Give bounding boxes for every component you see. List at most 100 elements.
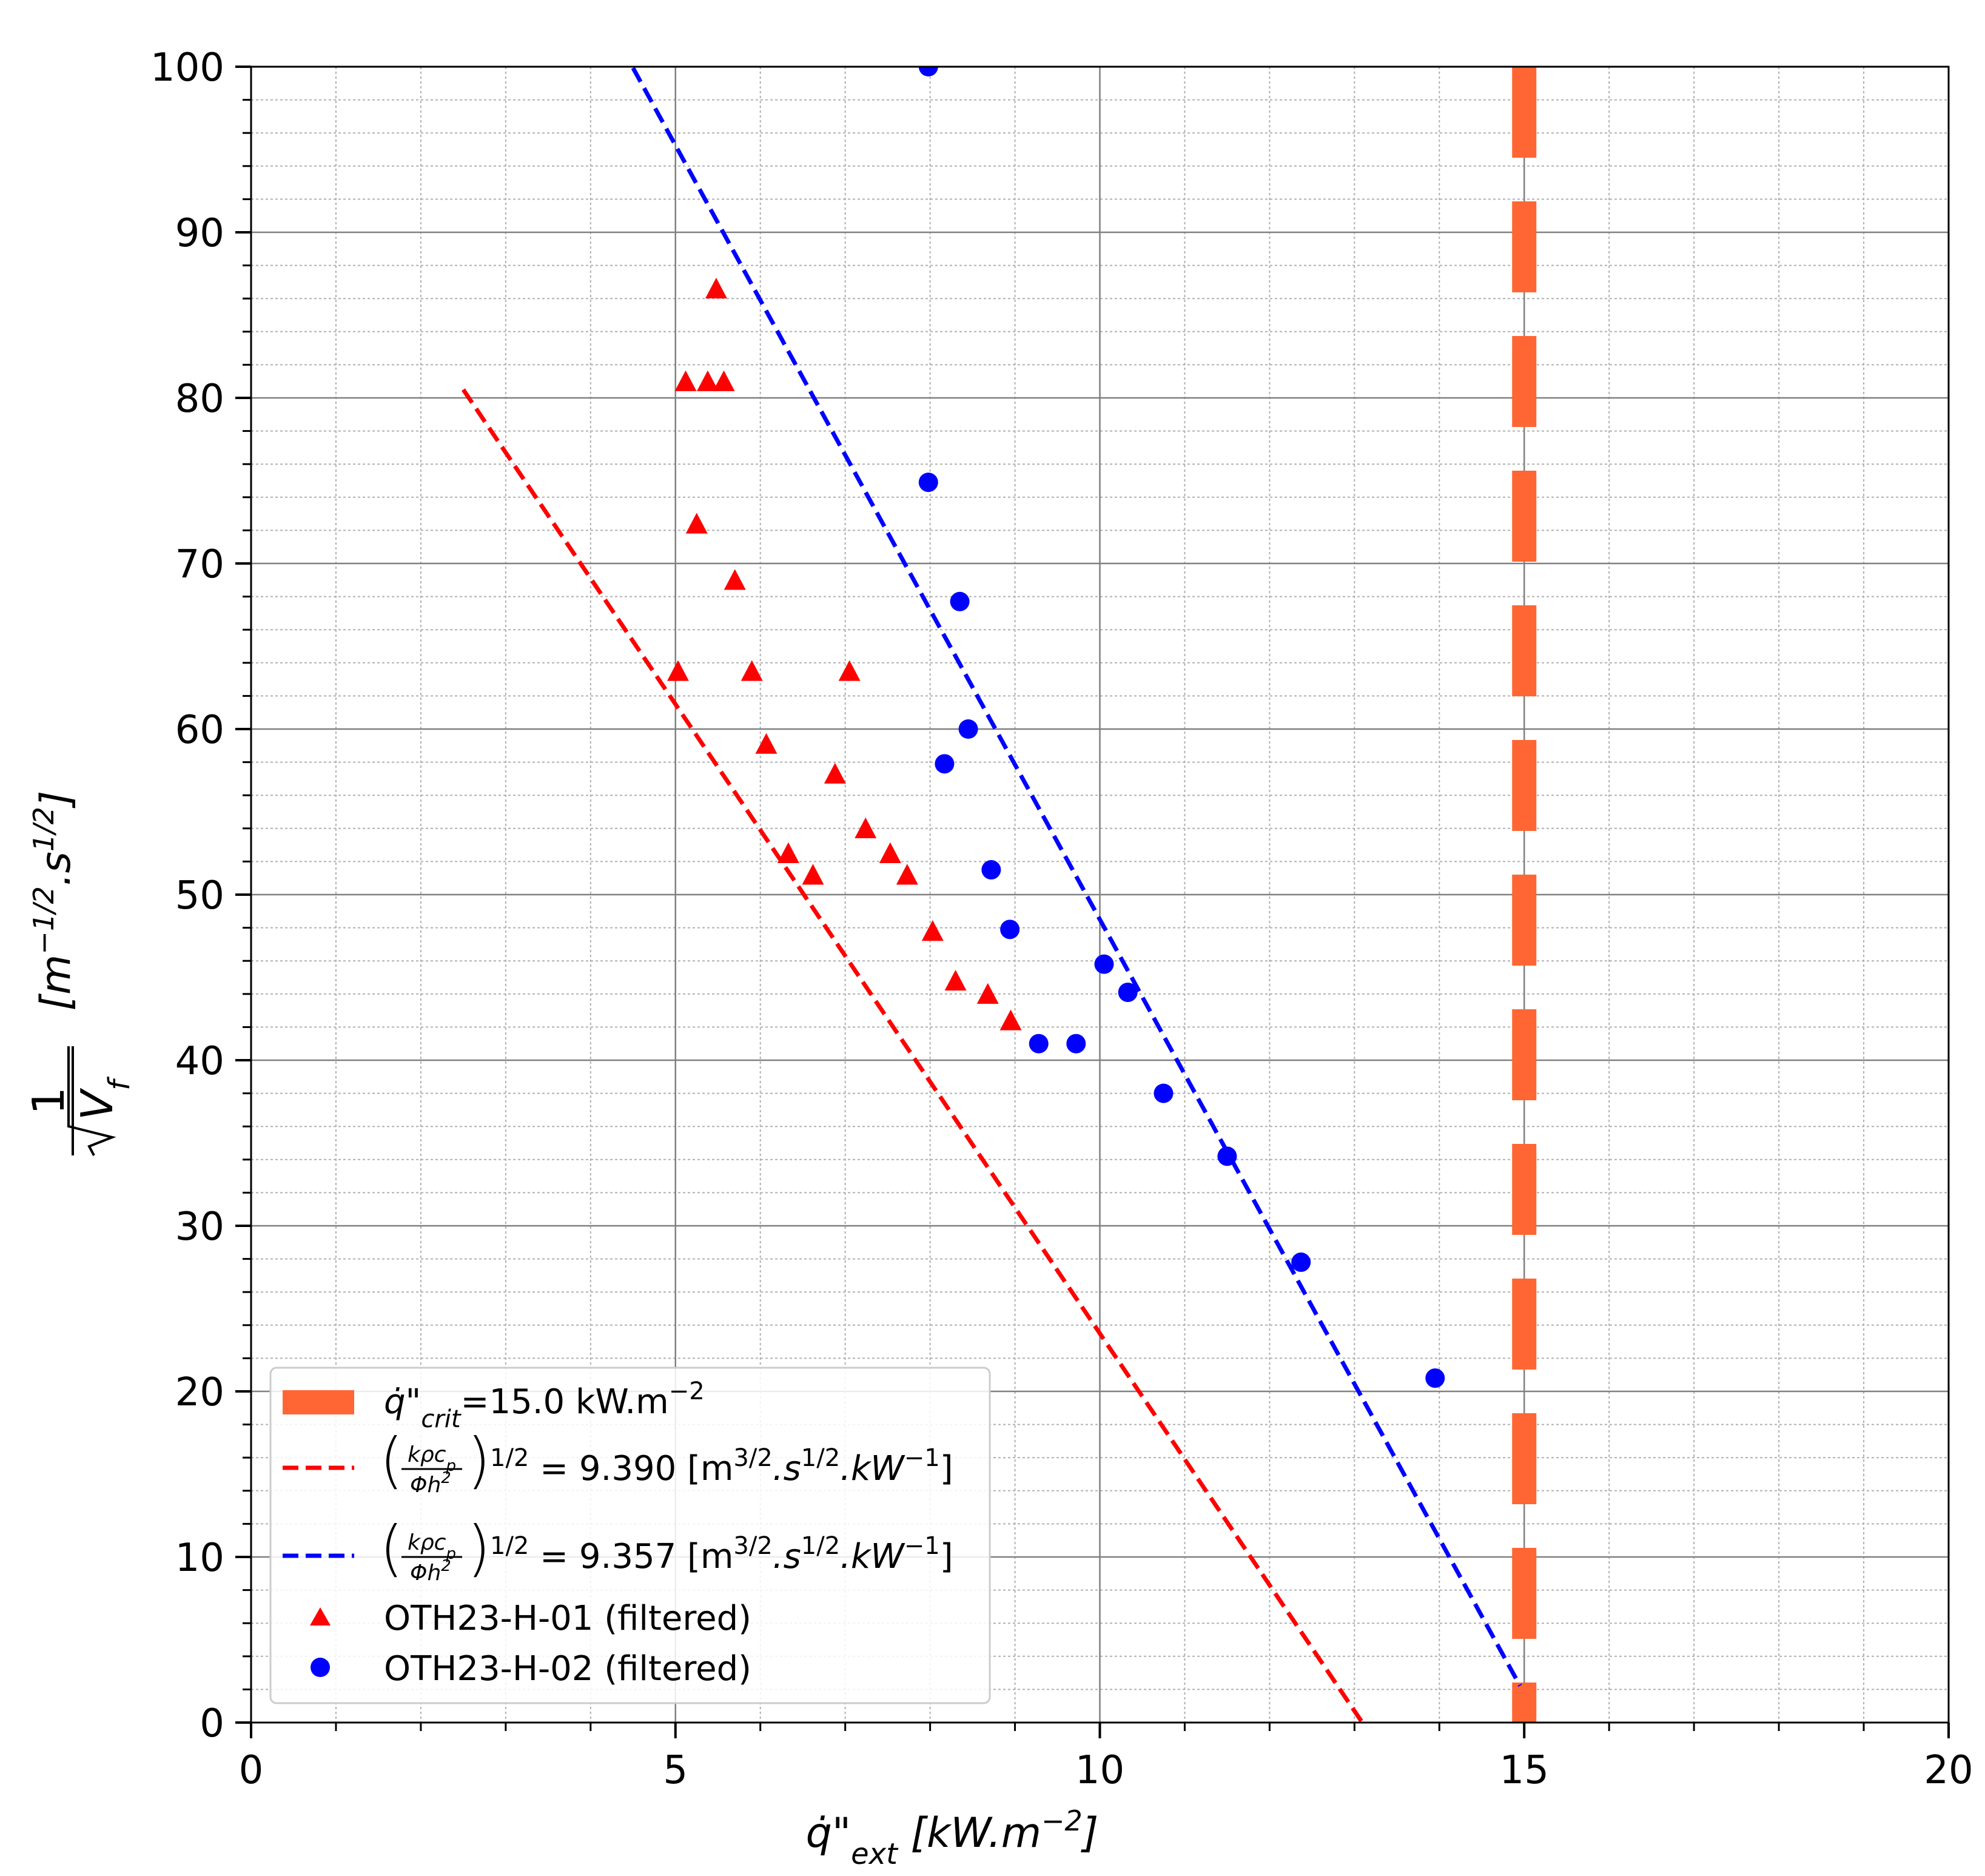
legend-fit-blue-frac-num-sub: p: [445, 1545, 456, 1563]
legend-triangle-marker: [310, 1607, 331, 1626]
legend-critical-sub: crit: [421, 1405, 462, 1433]
y-label-numerator: 1: [23, 1087, 74, 1115]
legend-critical-exp: −2: [669, 1377, 705, 1405]
legend-critical-swatch: [283, 1390, 354, 1414]
circle-marker: [1066, 1034, 1086, 1054]
triangle-marker: [724, 569, 746, 590]
legend-fit-red-paren-close: ): [467, 1425, 491, 1496]
legend-fit-red-close: ]: [940, 1449, 953, 1488]
triangle-marker: [944, 969, 967, 991]
legend-critical-label: q̇"crit=15.0 kW.m−2: [384, 1377, 705, 1433]
x-label-unit-exp: −2: [1041, 1804, 1083, 1837]
legend-fit-red-u3: 1/2: [801, 1444, 840, 1472]
y-label-unit-mid: .s: [32, 852, 80, 886]
y-label-unit: [m−1/2.s1/2]: [27, 791, 80, 1011]
circle-marker: [1217, 1146, 1237, 1166]
y-tick-label: 50: [175, 873, 224, 918]
triangle-marker: [777, 842, 799, 863]
y-tick-label: 100: [150, 45, 224, 90]
legend-fit-red-u1: 3/2: [733, 1444, 772, 1472]
legend-circle-marker: [311, 1658, 330, 1677]
triangle-marker: [802, 864, 824, 885]
legend-fit-blue-label: 1/2 = 9.357 [m3/2.s1/2.kW−1]: [490, 1532, 953, 1576]
y-tick-label: 70: [175, 542, 224, 587]
triangle-marker: [855, 817, 877, 838]
legend-fit-blue-frac-num: kρcp: [408, 1530, 456, 1563]
legend-fit-red-frac-den: Φh2: [410, 1469, 451, 1498]
legend-fit-blue-value: = 9.357 [m: [529, 1537, 733, 1576]
legend-fit-blue-u4: .kW: [840, 1537, 905, 1576]
y-tick-labels: 0 10 20 30 40 50 60 70 80 90 100: [150, 45, 224, 1746]
legend-series-2-label: OTH23-H-02 (filtered): [384, 1649, 751, 1689]
x-label-unit: [kW.m: [898, 1809, 1041, 1857]
triangle-marker: [824, 762, 846, 784]
circle-marker: [918, 67, 938, 76]
legend-fit-blue-exp: 1/2: [490, 1532, 529, 1560]
triangle-marker: [741, 660, 763, 681]
x-tick-label: 5: [663, 1748, 688, 1793]
y-label-unit-exp2: 1/2: [27, 807, 60, 852]
legend-fit-red-value: = 9.390 [m: [529, 1449, 733, 1488]
legend-fit-red-frac-num-text: kρc: [408, 1442, 446, 1467]
triangle-marker: [705, 277, 727, 299]
x-label-base: q̇": [806, 1809, 851, 1857]
circle-marker: [1029, 1034, 1049, 1054]
y-tick-label: 40: [175, 1039, 224, 1084]
legend-fit-red-u2: .s: [773, 1449, 801, 1488]
triangle-marker: [976, 983, 999, 1004]
circle-marker: [1154, 1083, 1174, 1103]
x-tick-label: 15: [1500, 1748, 1549, 1793]
legend-item-fit-blue: ( kρcp Φh2 ) 1/2 = 9.357 [m3/2.s1/2.kW−1…: [283, 1513, 953, 1585]
legend-fit-blue-frac-den-exp: 2: [441, 1557, 451, 1575]
legend-box: [269, 1367, 991, 1704]
legend-fit-red-label: 1/2 = 9.390 [m3/2.s1/2.kW−1]: [490, 1444, 953, 1488]
x-axis-label: q̇"ext [kW.m−2]: [806, 1804, 1099, 1871]
legend: q̇"crit=15.0 kW.m−2 ( kρcp Φh2 ) 1/2 = 9…: [269, 1367, 991, 1704]
legend-fit-blue-u5: −1: [904, 1532, 940, 1560]
y-tick-label: 30: [175, 1205, 224, 1249]
y-tick-label: 0: [200, 1701, 224, 1746]
data-markers: [667, 67, 1445, 1388]
triangle-marker: [838, 660, 861, 681]
y-tick-label: 90: [175, 211, 224, 256]
triangle-marker: [755, 733, 778, 754]
legend-fit-blue-close: ]: [940, 1537, 953, 1576]
legend-fit-blue-u3: 1/2: [801, 1532, 840, 1560]
y-label-unit-exp1: −1/2: [27, 886, 60, 955]
legend-fit-red-frac-den-exp: 2: [441, 1469, 451, 1487]
legend-fit-red-u4: .kW: [840, 1449, 905, 1488]
legend-fit-blue-frac-den-text: Φh: [410, 1561, 441, 1585]
y-label-radicand: Vf: [72, 1077, 136, 1120]
y-tick-label: 60: [175, 708, 224, 753]
circle-marker: [950, 591, 970, 611]
legend-fit-red-frac-den-text: Φh: [410, 1473, 441, 1498]
triangle-marker: [674, 370, 697, 391]
triangle-marker: [879, 842, 901, 863]
x-label-unit-close: ]: [1081, 1809, 1099, 1857]
circle-marker: [1291, 1252, 1311, 1273]
legend-fit-red-exp: 1/2: [490, 1444, 529, 1472]
legend-item-fit-red: ( kρcp Φh2 ) 1/2 = 9.390 [m3/2.s1/2.kW−1…: [283, 1425, 953, 1498]
legend-item-critical: q̇"crit=15.0 kW.m−2: [283, 1377, 705, 1433]
y-label-unit-close: ]: [32, 791, 80, 809]
y-tick-label: 20: [175, 1370, 224, 1415]
legend-fit-blue-paren-close: ): [467, 1513, 491, 1584]
circle-marker: [1094, 954, 1114, 974]
fit-line: [631, 67, 1522, 1687]
legend-item-series-2: OTH23-H-02 (filtered): [311, 1649, 751, 1689]
legend-fit-blue-frac-num-text: kρc: [408, 1530, 446, 1555]
circle-marker: [1118, 983, 1138, 1003]
circle-marker: [1425, 1368, 1445, 1388]
triangle-marker: [896, 864, 918, 885]
y-axis-label: [m−1/2.s1/2] 1 Vf: [23, 791, 136, 1156]
y-tick-label: 10: [175, 1536, 224, 1581]
triangle-marker: [685, 513, 708, 534]
legend-series-1-label: OTH23-H-01 (filtered): [384, 1599, 751, 1638]
legend-fit-blue-u2: .s: [773, 1537, 801, 1576]
triangle-marker: [667, 660, 689, 681]
legend-fit-red-frac-num-sub: p: [445, 1457, 456, 1475]
x-tick-labels: 0 5 10 15 20: [239, 1748, 1973, 1793]
legend-item-series-1: OTH23-H-01 (filtered): [310, 1599, 751, 1638]
legend-critical-text: =15.0 kW.m: [461, 1382, 669, 1422]
